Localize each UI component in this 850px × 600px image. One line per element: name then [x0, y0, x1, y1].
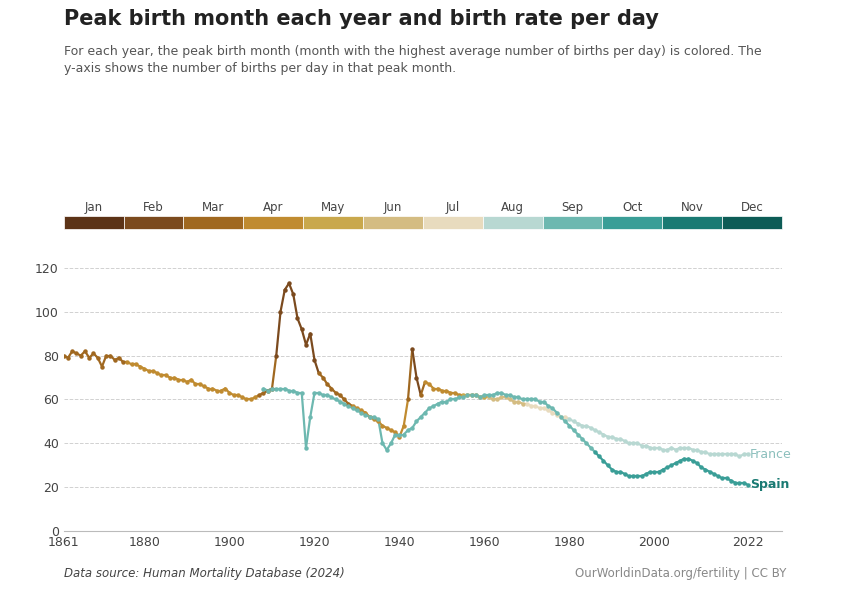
- Bar: [243, 216, 303, 229]
- Bar: [483, 216, 542, 229]
- Text: Sep: Sep: [562, 200, 584, 214]
- Bar: [123, 216, 184, 229]
- Text: Oct: Oct: [622, 200, 643, 214]
- Text: Jun: Jun: [383, 200, 402, 214]
- Text: in Data: in Data: [736, 32, 780, 42]
- Bar: [184, 216, 243, 229]
- Bar: [662, 216, 722, 229]
- Text: For each year, the peak birth month (month with the highest average number of bi: For each year, the peak birth month (mon…: [64, 45, 762, 75]
- Bar: [722, 216, 782, 229]
- Bar: [542, 216, 603, 229]
- Text: Jul: Jul: [445, 200, 460, 214]
- Bar: [303, 216, 363, 229]
- Bar: [363, 216, 422, 229]
- Bar: [64, 216, 123, 229]
- Text: Spain: Spain: [750, 478, 790, 491]
- Text: Data source: Human Mortality Database (2024): Data source: Human Mortality Database (2…: [64, 567, 344, 580]
- Bar: [422, 216, 483, 229]
- Text: Apr: Apr: [263, 200, 284, 214]
- Text: Mar: Mar: [202, 200, 224, 214]
- Text: Peak birth month each year and birth rate per day: Peak birth month each year and birth rat…: [64, 9, 659, 29]
- Text: OurWorldinData.org/fertility | CC BY: OurWorldinData.org/fertility | CC BY: [575, 567, 786, 580]
- Text: France: France: [750, 448, 792, 461]
- Text: Our World: Our World: [727, 17, 790, 27]
- Text: Nov: Nov: [681, 200, 704, 214]
- Text: Dec: Dec: [740, 200, 763, 214]
- Bar: [603, 216, 662, 229]
- Text: May: May: [321, 200, 345, 214]
- Text: Aug: Aug: [502, 200, 524, 214]
- Text: Jan: Jan: [85, 200, 103, 214]
- Text: Feb: Feb: [143, 200, 164, 214]
